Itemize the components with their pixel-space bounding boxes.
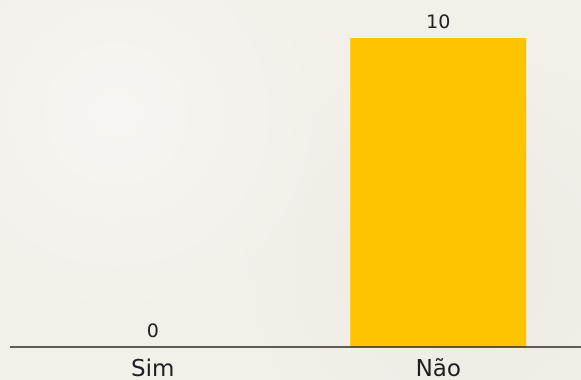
bar-não: [350, 38, 527, 347]
x-tick-labels-group: Sim Não: [131, 356, 461, 380]
x-tick-label-não: Não: [416, 356, 461, 380]
value-labels-group: 0 10: [147, 11, 451, 342]
value-label-não: 10: [426, 11, 450, 33]
bars-group: [350, 38, 527, 347]
value-label-sim: 0: [147, 320, 159, 342]
x-tick-label-sim: Sim: [131, 356, 174, 380]
